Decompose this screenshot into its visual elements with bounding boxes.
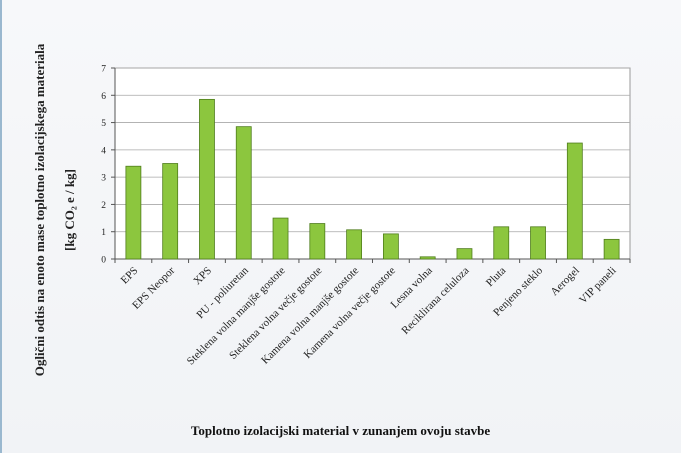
- bar: [162, 163, 179, 260]
- bar: [272, 217, 289, 260]
- x-tick-label: XPS: [191, 265, 214, 288]
- x-tick-label: Pluta: [484, 265, 509, 290]
- bar: [530, 226, 546, 260]
- bar: [566, 142, 583, 260]
- bar: [419, 256, 436, 260]
- bar: [493, 226, 510, 260]
- y-tick-label: 1: [101, 228, 106, 238]
- y-tick-label: 5: [101, 119, 106, 129]
- plot-area: [114, 67, 631, 260]
- x-tick-label: VIP paneli: [577, 265, 619, 307]
- x-tick-label: EPS: [119, 265, 141, 287]
- y-tick-label: 2: [101, 201, 106, 211]
- bar: [603, 238, 620, 260]
- y-tick-label: 6: [101, 92, 106, 102]
- y-tick-label: 7: [101, 65, 106, 75]
- bar: [346, 229, 363, 260]
- bar: [125, 165, 142, 260]
- x-tick-label: Aerogel: [548, 265, 582, 299]
- bar: [456, 248, 473, 260]
- bar: [309, 223, 326, 260]
- x-tick-label: Reciklirana celuloza: [399, 265, 471, 337]
- x-axis-title: Toplotno izolacijski material v zunanjem…: [190, 423, 491, 438]
- y-tick-label: 4: [101, 146, 106, 156]
- y-tick-label: 0: [101, 256, 106, 266]
- bar: [235, 126, 252, 260]
- bar: [382, 233, 399, 260]
- bar: [199, 98, 215, 260]
- y-tick-label: 3: [101, 174, 106, 184]
